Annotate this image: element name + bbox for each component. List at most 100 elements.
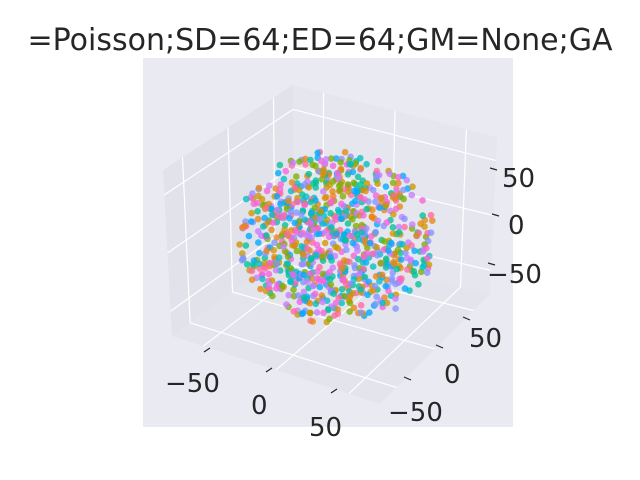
scatter-point [349, 239, 357, 247]
scatter-point [374, 180, 381, 187]
scatter-point [284, 253, 292, 260]
scatter-point [299, 191, 306, 198]
scatter-point [335, 208, 343, 216]
chart-title: =Poisson;SD=64;ED=64;GM=None;GA [27, 23, 613, 58]
scatter-point [289, 159, 297, 166]
scatter-point [254, 215, 262, 223]
scatter-point [392, 295, 399, 302]
scatter-point [349, 168, 357, 176]
scatter-point [247, 218, 255, 225]
scatter-point [346, 308, 353, 315]
scatter-point [299, 260, 307, 268]
scatter-point [349, 216, 356, 223]
scatter-point [382, 282, 390, 290]
scatter-point [386, 170, 393, 178]
scatter-point [382, 264, 390, 271]
scatter-point [374, 217, 382, 225]
scatter-point [298, 211, 305, 218]
scatter-point [356, 270, 363, 278]
scatter-point [403, 254, 411, 262]
scatter-point [390, 260, 398, 268]
scatter-point [363, 205, 371, 213]
scatter-point [307, 256, 315, 263]
y-tick-label-0: 0 [444, 360, 461, 390]
scatter-point [285, 291, 293, 299]
scatter-point [392, 195, 399, 202]
scatter-point [321, 160, 329, 167]
scatter-point [279, 282, 286, 290]
scatter-point [423, 269, 431, 277]
scatter-point [329, 178, 337, 185]
scatter-point [382, 183, 390, 190]
scatter-point [373, 293, 380, 301]
scatter-point [270, 246, 278, 254]
scatter-point [395, 179, 402, 187]
scatter-point [268, 205, 275, 213]
scatter-point [257, 285, 264, 293]
scatter-points [236, 148, 436, 326]
scatter-point [344, 181, 352, 188]
scatter-point [350, 179, 358, 187]
scatter-point [334, 244, 342, 252]
scatter-point [327, 224, 335, 231]
scatter-point [321, 229, 328, 236]
scatter-point [346, 232, 354, 239]
scatter-point [378, 194, 385, 202]
scatter-point [352, 197, 359, 205]
scatter-point [291, 184, 299, 192]
scatter-point [309, 318, 317, 325]
scatter-point [339, 193, 347, 200]
scatter-point [330, 290, 338, 298]
scatter-point [300, 288, 308, 296]
scatter-point [263, 247, 270, 255]
scatter-point [291, 219, 299, 227]
scatter-point [341, 237, 349, 244]
y-tick-label-minus50: −50 [388, 398, 443, 428]
scatter-point [395, 223, 403, 231]
scatter-point [369, 263, 377, 270]
scatter-point [301, 216, 309, 223]
scatter-point [316, 215, 324, 223]
scatter-point [302, 161, 309, 168]
scatter-point [335, 294, 343, 302]
scatter-point [325, 233, 333, 241]
scatter-point [423, 244, 430, 252]
grid-line-zpane-v-2 [272, 97, 276, 262]
scatter-point [357, 286, 364, 293]
scatter-point [282, 167, 290, 175]
scatter-point [275, 169, 282, 177]
scatter-point [299, 309, 307, 317]
scatter-point [336, 187, 344, 194]
scatter-point [297, 231, 305, 238]
scatter-point [393, 265, 401, 273]
tick-mark-0 [203, 347, 211, 353]
scatter-point [421, 223, 428, 230]
scatter-point [398, 256, 405, 263]
tick-mark-8 [403, 376, 412, 381]
scatter-point [276, 161, 284, 169]
scatter-point [403, 244, 410, 252]
scatter-point [290, 286, 297, 294]
scatter-point [389, 179, 397, 187]
scatter-point [358, 229, 366, 236]
scatter-point [293, 247, 301, 255]
scatter-point [376, 204, 383, 211]
scatter-point [300, 271, 307, 279]
scatter-point [283, 301, 290, 308]
scatter-point [268, 211, 276, 219]
scatter-point [327, 210, 334, 217]
scatter-point [419, 212, 427, 219]
scatter-point [327, 155, 335, 162]
scatter-point [342, 281, 350, 288]
scatter-point [427, 211, 435, 219]
y-tick-label-50: 50 [469, 324, 502, 354]
scatter-point [344, 171, 352, 178]
scatter-point [254, 208, 261, 215]
scatter-point [296, 298, 304, 306]
scatter-point [262, 204, 270, 212]
scatter-point [424, 254, 431, 262]
scatter-point [385, 247, 392, 255]
scatter-point [412, 259, 420, 267]
scatter-point [265, 270, 273, 278]
scatter-point [245, 232, 253, 240]
